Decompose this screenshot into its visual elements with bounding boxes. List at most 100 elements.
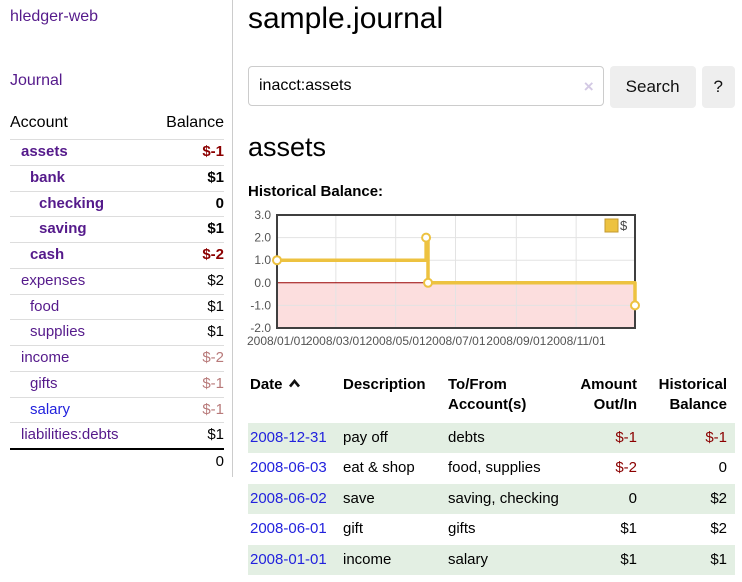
register-header-description-label: Description xyxy=(343,376,426,394)
account-balance: $1 xyxy=(207,426,224,444)
transaction-balance: $1 xyxy=(710,550,727,568)
transaction-accounts: food, supplies xyxy=(448,459,541,477)
account-balance: $-2 xyxy=(149,242,224,269)
accounts-total-value: 0 xyxy=(149,448,224,473)
accounts-header-balance: Balance xyxy=(149,111,224,140)
svg-text:2.0: 2.0 xyxy=(254,231,271,245)
transaction-amount: $-2 xyxy=(615,459,637,477)
account-balance: $1 xyxy=(149,216,224,243)
account-row: checking 0 xyxy=(10,191,224,218)
transaction-accounts: debts xyxy=(448,428,485,446)
account-link[interactable]: expenses xyxy=(21,271,86,289)
accounts-header-account: Account xyxy=(10,111,150,140)
account-link[interactable]: salary xyxy=(30,400,71,418)
account-balance: $-1 xyxy=(149,397,224,424)
svg-text:-1.0: -1.0 xyxy=(250,299,271,313)
register-header-accounts: To/From Account(s) xyxy=(448,373,575,423)
search-input[interactable] xyxy=(248,65,604,106)
register-row: 2008-12-31 pay off debts $-1 $-1 xyxy=(248,422,735,454)
account-row: gifts $-1 xyxy=(10,371,224,398)
accounts-total-row: 0 xyxy=(10,448,224,473)
register-row: 2008-01-01 income salary $1 $1 xyxy=(248,544,735,576)
transaction-accounts: salary xyxy=(448,550,489,568)
register-header-balance-line2: Balance xyxy=(669,396,727,414)
register-header-date[interactable]: Date xyxy=(248,373,343,423)
transaction-description: income xyxy=(343,550,392,568)
account-row: assets $-1 xyxy=(10,139,224,166)
account-row: expenses $2 xyxy=(10,268,224,295)
transaction-date-link[interactable]: 2008-06-03 xyxy=(250,459,327,477)
account-balance: $2 xyxy=(149,268,224,295)
account-link[interactable]: gifts xyxy=(30,374,58,392)
search-input-wrap: × xyxy=(248,65,604,108)
transaction-date-link[interactable]: 2008-06-01 xyxy=(250,520,327,538)
transaction-amount: $1 xyxy=(620,550,637,568)
chart-title: Historical Balance: xyxy=(248,183,384,201)
account-link[interactable]: liabilities:debts xyxy=(21,426,119,444)
account-link[interactable]: assets xyxy=(21,143,68,160)
account-heading: assets xyxy=(248,131,327,162)
register-header-date-label: Date xyxy=(250,376,283,394)
transaction-accounts: saving, checking xyxy=(448,489,559,507)
account-balance: $1 xyxy=(149,319,224,346)
register-header-balance: Historical Balance xyxy=(645,373,735,423)
register-row: 2008-06-01 gift gifts $1 $2 xyxy=(248,514,735,545)
account-link[interactable]: bank xyxy=(30,168,66,186)
transaction-balance: 0 xyxy=(718,459,727,477)
account-row: supplies $1 xyxy=(10,319,224,346)
account-row: bank $1 xyxy=(10,165,224,192)
register-header-amount: Amount Out/In xyxy=(575,373,645,423)
transaction-balance: $2 xyxy=(710,520,727,538)
account-link[interactable]: cash xyxy=(30,246,65,263)
sidebar: hledger-web Journal Account Balance asse… xyxy=(0,0,233,477)
sort-ascending-icon xyxy=(288,379,300,388)
main-content: sample.journal × Search ? assets Histori… xyxy=(233,0,742,576)
svg-text:-2.0: -2.0 xyxy=(250,321,271,335)
transaction-date-link[interactable]: 2008-06-02 xyxy=(250,489,327,507)
historical-balance-chart: $3.0 2.0 1.0 0.0 -1.0 -2.0 2008/01/01 2008/03/0… xyxy=(247,208,735,359)
transaction-balance: $-1 xyxy=(705,428,727,446)
help-button[interactable]: ? xyxy=(701,65,735,108)
transaction-amount: 0 xyxy=(628,489,637,507)
chart-svg: $3.0 2.0 1.0 0.0 -1.0 -2.02008/01/012008/03/0… xyxy=(247,208,640,348)
svg-text:3.0: 3.0 xyxy=(254,208,271,222)
search-bar: × Search ? xyxy=(248,65,735,108)
account-link[interactable]: supplies xyxy=(30,323,86,341)
svg-text:2008/11/01: 2008/11/01 xyxy=(547,334,606,348)
sidebar-item-journal[interactable]: Journal xyxy=(10,72,63,89)
svg-text:2008/01/01: 2008/01/01 xyxy=(247,334,307,348)
account-link[interactable]: income xyxy=(21,349,70,366)
account-balance: $1 xyxy=(149,165,224,192)
register-header-row: Date Description To/From Account(s) Amou… xyxy=(248,373,735,423)
page-title: sample.journal xyxy=(248,2,444,35)
register-header-balance-line1: Historical xyxy=(658,376,727,394)
account-row: liabilities:debts $1 xyxy=(10,423,224,449)
transaction-amount: $-1 xyxy=(615,428,637,446)
transaction-description: pay off xyxy=(343,428,388,446)
svg-text:0.0: 0.0 xyxy=(254,276,271,290)
register-header-amount-line1: Amount xyxy=(580,376,637,394)
search-button[interactable]: Search xyxy=(609,65,696,108)
transaction-date-link[interactable]: 2008-12-31 xyxy=(250,428,327,446)
account-row: saving $1 xyxy=(10,216,224,243)
transaction-amount: $1 xyxy=(620,520,637,538)
account-row: food $1 xyxy=(10,294,224,321)
brand-link[interactable]: hledger-web xyxy=(10,8,99,25)
transaction-balance: $2 xyxy=(710,489,727,507)
account-link[interactable]: checking xyxy=(39,194,105,212)
account-row: income $-2 xyxy=(10,345,224,372)
clear-search-icon[interactable]: × xyxy=(583,76,594,96)
account-link[interactable]: saving xyxy=(39,220,87,238)
svg-text:2008/03/01: 2008/03/01 xyxy=(306,334,366,348)
transaction-date-link[interactable]: 2008-01-01 xyxy=(250,550,327,568)
account-balance: $-1 xyxy=(149,371,224,398)
account-balance: $-2 xyxy=(149,345,224,372)
account-link[interactable]: food xyxy=(30,297,60,315)
register-header-accounts-line2: Account(s) xyxy=(448,396,527,414)
register-row: 2008-06-02 save saving, checking 0 $2 xyxy=(248,483,735,515)
accounts-table: Account Balance assets $-1 bank $1 check… xyxy=(10,111,224,473)
transaction-description: save xyxy=(343,489,375,507)
account-row: salary $-1 xyxy=(10,397,224,424)
account-balance: $1 xyxy=(149,294,224,321)
